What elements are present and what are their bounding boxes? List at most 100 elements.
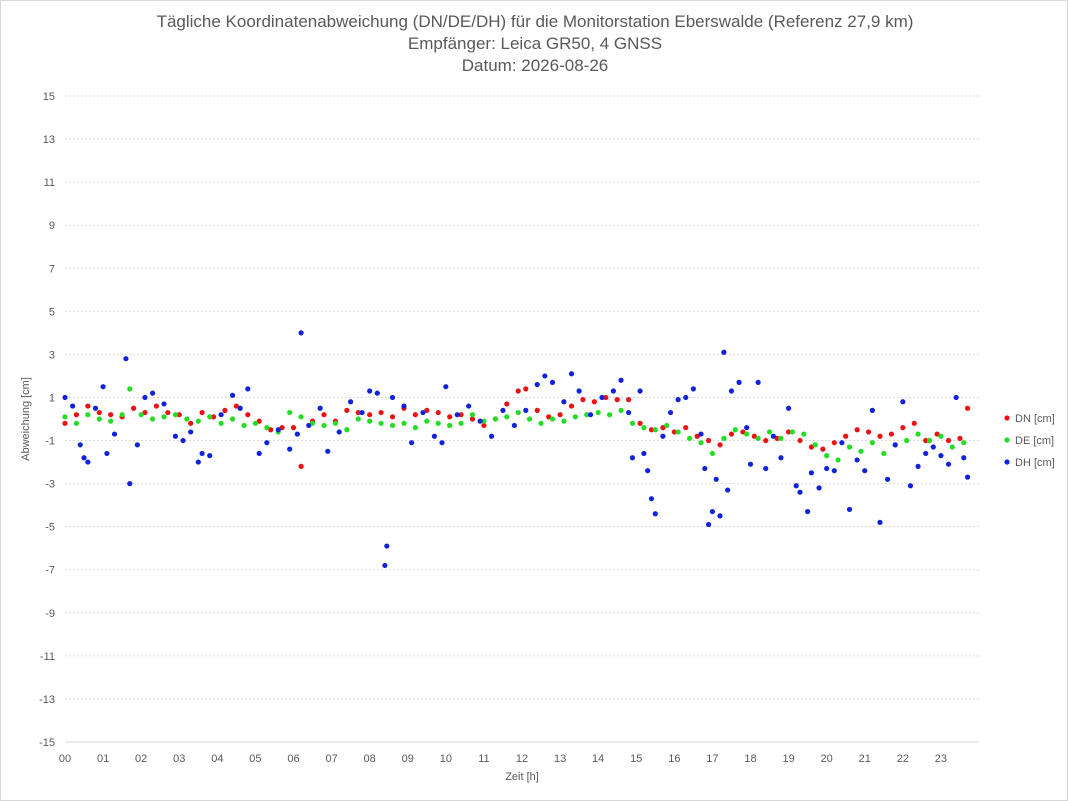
series-0: [62, 386, 971, 469]
x-tick-label: 03: [173, 753, 185, 765]
data-point: [641, 425, 647, 431]
data-point: [511, 422, 517, 429]
data-point: [774, 435, 780, 441]
data-point: [785, 405, 792, 411]
data-point: [820, 446, 826, 452]
data-point: [149, 416, 156, 422]
legend-marker: [1004, 415, 1010, 421]
data-point: [862, 468, 868, 474]
data-point: [747, 461, 754, 467]
y-tick-label: -7: [45, 565, 55, 577]
data-point: [298, 463, 304, 469]
x-tick-label: 19: [782, 753, 794, 765]
data-point: [877, 433, 883, 439]
data-point: [523, 386, 529, 392]
data-point: [325, 448, 331, 454]
data-point: [926, 437, 933, 444]
data-point: [229, 392, 236, 398]
data-point: [348, 399, 354, 405]
data-point: [454, 412, 460, 418]
data-point: [229, 416, 236, 422]
data-point: [218, 412, 224, 418]
x-tick-label: 00: [59, 753, 71, 765]
data-point: [287, 409, 293, 416]
data-point: [846, 444, 853, 450]
data-point: [964, 474, 971, 480]
data-point: [584, 412, 590, 418]
data-point: [805, 508, 811, 515]
data-point: [667, 409, 674, 416]
data-point: [717, 442, 723, 448]
data-point: [443, 384, 449, 390]
x-tick-label: 21: [859, 753, 871, 765]
data-point: [481, 422, 487, 429]
data-point: [256, 450, 262, 457]
data-point: [359, 409, 365, 416]
data-point: [222, 407, 228, 413]
data-point: [435, 420, 441, 426]
data-point: [751, 433, 757, 439]
y-tick-label: 15: [43, 91, 55, 103]
data-point: [134, 442, 140, 448]
data-point: [892, 442, 898, 448]
data-point: [572, 414, 578, 420]
data-point: [527, 416, 533, 422]
data-point: [911, 420, 917, 426]
data-point: [424, 407, 430, 413]
data-point: [62, 420, 68, 426]
data-point: [945, 461, 952, 467]
data-point: [938, 453, 944, 459]
legend: DN [cm] DE [cm] DH [cm]: [1004, 413, 1055, 469]
data-point: [900, 425, 906, 431]
data-point: [275, 427, 281, 433]
data-point: [149, 390, 156, 396]
data-point: [108, 412, 114, 418]
data-point: [279, 425, 285, 431]
chart-subtitle-date: Datum: 2026-08-26: [461, 56, 609, 75]
x-tick-label: 23: [935, 753, 947, 765]
data-point: [831, 468, 837, 474]
data-point: [515, 409, 521, 416]
data-point: [389, 394, 396, 401]
data-point: [778, 455, 784, 461]
x-tick-label: 20: [821, 753, 833, 765]
data-point: [73, 420, 80, 426]
data-point: [549, 416, 556, 422]
data-point: [763, 465, 769, 472]
data-point: [610, 388, 617, 394]
data-point: [728, 388, 735, 394]
data-point: [546, 414, 552, 420]
x-tick-label: 07: [325, 753, 337, 765]
data-point: [580, 397, 586, 403]
data-point: [492, 416, 498, 422]
data-point: [458, 420, 464, 426]
y-tick-label: 7: [49, 263, 55, 275]
data-point: [961, 440, 967, 446]
data-point: [865, 429, 872, 435]
data-point: [957, 435, 963, 441]
data-point: [481, 418, 487, 424]
data-point: [294, 431, 300, 437]
data-point: [831, 440, 837, 446]
data-point: [709, 450, 716, 457]
data-point: [568, 371, 575, 377]
data-point: [587, 412, 594, 418]
data-point: [180, 437, 186, 444]
data-point: [195, 459, 201, 465]
data-point: [626, 397, 632, 403]
x-tick-label: 13: [554, 753, 566, 765]
x-tick-label: 04: [211, 753, 223, 765]
data-point: [62, 394, 68, 401]
data-point: [755, 379, 761, 385]
data-point: [199, 450, 205, 457]
grid-lines: [65, 95, 979, 743]
data-point: [645, 468, 651, 474]
data-point: [420, 409, 426, 416]
data-point: [127, 481, 133, 487]
data-point: [161, 401, 167, 407]
data-point: [877, 519, 883, 525]
data-point: [408, 440, 415, 446]
data-point: [599, 394, 605, 401]
y-tick-label: -1: [45, 436, 55, 448]
data-point: [306, 422, 312, 429]
